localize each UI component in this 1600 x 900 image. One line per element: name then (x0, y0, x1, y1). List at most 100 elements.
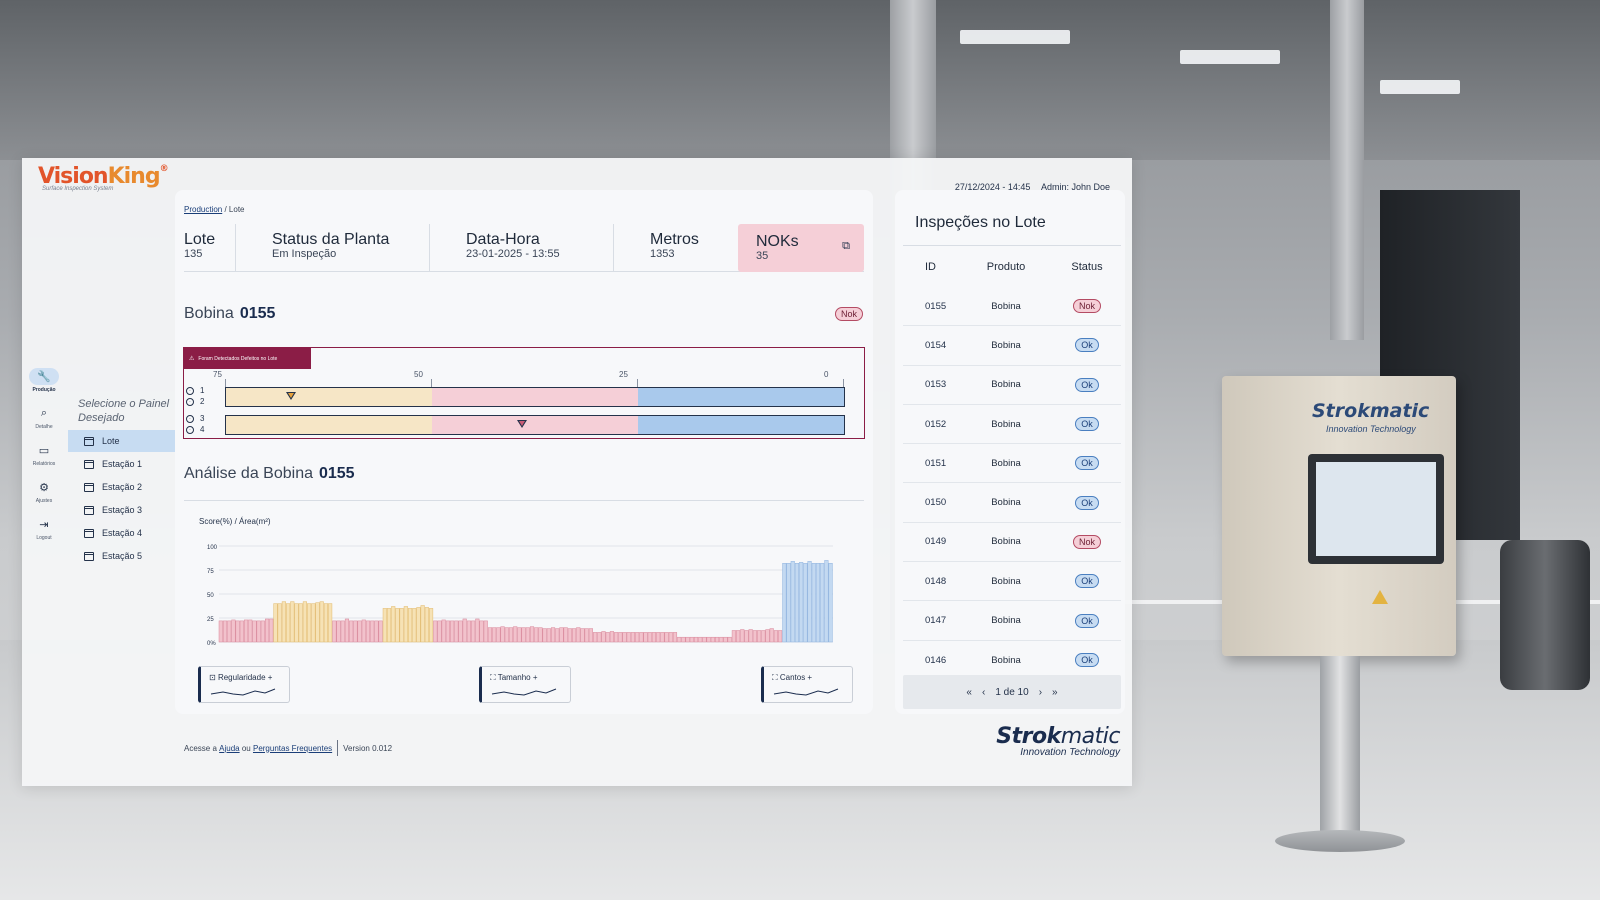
panel-item-estacao-5[interactable]: Estação 5 (68, 545, 190, 567)
metric-regularidade-button[interactable]: ⊡ Regularidade + (198, 666, 290, 703)
rail-item-producao[interactable]: 🔧 Produção (22, 368, 66, 405)
chart-bar (395, 608, 400, 643)
table-row[interactable]: 0149 Bobina Nok (903, 523, 1121, 563)
sparkline-icon (773, 688, 839, 696)
kpi-noks[interactable]: NOKs 35 ⧉ (738, 224, 864, 272)
chart-bar (828, 563, 833, 643)
chart-bar (689, 636, 694, 643)
chart-bar (672, 632, 678, 643)
first-page-icon[interactable]: « (966, 686, 972, 698)
table-row[interactable]: 0148 Bobina Ok (903, 562, 1121, 602)
chart-bar (357, 620, 362, 643)
metric-label: Cantos + (779, 673, 813, 682)
kpi-label: Metros (650, 231, 699, 248)
chart-bar (504, 627, 509, 643)
row-produto: Bobina (991, 654, 1021, 666)
chart-bar (567, 628, 572, 643)
chart-bar (643, 632, 648, 643)
metric-label: Regularidade + (217, 673, 273, 682)
chart-bar (298, 603, 303, 643)
chart-bar (681, 636, 686, 643)
map-tick: 75 (213, 370, 222, 379)
table-row[interactable]: 0154 Bobina Ok (903, 326, 1121, 366)
defect-marker-icon[interactable] (286, 392, 296, 400)
cabinet-pole (1320, 656, 1360, 846)
chart-bar (407, 608, 413, 643)
chart-bar (378, 620, 383, 643)
panel-item-estacao-2[interactable]: Estação 2 (68, 476, 190, 498)
kpi-status-planta: Status da Planta Em Inspeção (236, 224, 430, 272)
rail-item-ajustes[interactable]: ⚙ Ajustes (22, 479, 66, 516)
chart-bar (508, 627, 514, 643)
external-link-icon[interactable]: ⧉ (842, 240, 850, 252)
prev-page-icon[interactable]: ‹ (981, 686, 986, 698)
chart-bar (231, 619, 236, 643)
defect-marker-icon[interactable] (517, 420, 527, 428)
chart-bar (328, 603, 333, 643)
chart-bar (248, 619, 253, 643)
table-row[interactable]: 0152 Bobina Ok (903, 405, 1121, 445)
faq-link[interactable]: Perguntas Frequentes (252, 743, 333, 753)
chart-bar (370, 620, 375, 643)
lane-dot-icon: · (186, 386, 194, 395)
chart-bar (765, 629, 770, 643)
chart-bar (429, 608, 434, 643)
panel-item-estacao-1[interactable]: Estação 1 (68, 453, 190, 475)
metric-tamanho-button[interactable]: ⛶ Tamanho + (479, 666, 571, 703)
rail-label: Logout (36, 535, 52, 541)
row-produto: Bobina (991, 379, 1021, 391)
lane-dot-icon: · (186, 425, 194, 434)
kpi-strip: Lote 135 Status da Planta Em Inspeção Da… (184, 224, 864, 272)
chart-bar (307, 603, 312, 643)
lane-label: · 4 (186, 425, 204, 434)
chart-bar (420, 605, 425, 643)
chart-bar (349, 620, 354, 643)
table-row[interactable]: 0153 Bobina Ok (903, 366, 1121, 405)
table-row[interactable]: 0146 Bobina Ok (903, 641, 1121, 680)
chart-bar (706, 636, 711, 643)
row-status: Ok (1053, 417, 1121, 432)
panel-item-estacao-4[interactable]: Estação 4 (68, 522, 190, 544)
chart-bar (639, 632, 644, 643)
panel-item-lote[interactable]: Lote (68, 430, 190, 452)
logo-text-a: Vision (38, 164, 109, 189)
kpi-value: 135 (184, 248, 203, 260)
cabinet-screen (1308, 454, 1444, 564)
kpi-label: Status da Planta (272, 231, 390, 248)
score-area-chart: Score(%) / Área(m²) 100 75 50 25 0% (185, 510, 865, 650)
rail-item-detalhe[interactable]: ⌕ Detalhe (22, 405, 66, 442)
row-produto: Bobina (991, 575, 1021, 587)
kpi-label: Data-Hora (466, 231, 540, 248)
panel-item-estacao-3[interactable]: Estação 3 (68, 499, 190, 521)
chart-bar (365, 620, 371, 643)
row-produto: Bobina (991, 497, 1021, 509)
chart-bar (374, 620, 379, 643)
brand-text-a: Strok (996, 724, 1061, 749)
chart-bar (550, 627, 556, 643)
cabinet-sub: Innovation Technology (1326, 424, 1416, 434)
chart-bar (572, 628, 577, 643)
rail-item-relatorios[interactable]: ▭ Relatórios (22, 442, 66, 479)
rail-item-logout[interactable]: ⇥ Logout (22, 516, 66, 553)
table-row[interactable]: 0150 Bobina Ok (903, 483, 1121, 523)
chart-bar (534, 627, 539, 643)
chart-ytick: 100 (207, 545, 218, 551)
metric-cantos-button[interactable]: ⛶ Cantos + (761, 666, 853, 703)
chart-bar (521, 627, 526, 643)
row-status: Ok (1053, 495, 1121, 510)
table-row[interactable]: 0151 Bobina Ok (903, 444, 1121, 484)
last-page-icon[interactable]: » (1052, 686, 1058, 698)
chart-ytick: 0% (207, 641, 216, 647)
ceiling-light (960, 30, 1070, 44)
kpi-label: NOKs (756, 233, 799, 250)
table-row[interactable]: 0155 Bobina Nok (903, 287, 1121, 327)
brand-sub: Innovation Technology (1020, 747, 1120, 758)
chart-bar (605, 632, 610, 643)
chart-bar (239, 620, 244, 643)
next-page-icon[interactable]: › (1038, 686, 1043, 698)
chart-bar (319, 601, 324, 643)
table-row[interactable]: 0147 Bobina Ok (903, 601, 1121, 641)
row-produto: Bobina (991, 536, 1021, 548)
breadcrumb-production-link[interactable]: Production (184, 205, 223, 214)
help-link[interactable]: Ajuda (219, 743, 240, 753)
